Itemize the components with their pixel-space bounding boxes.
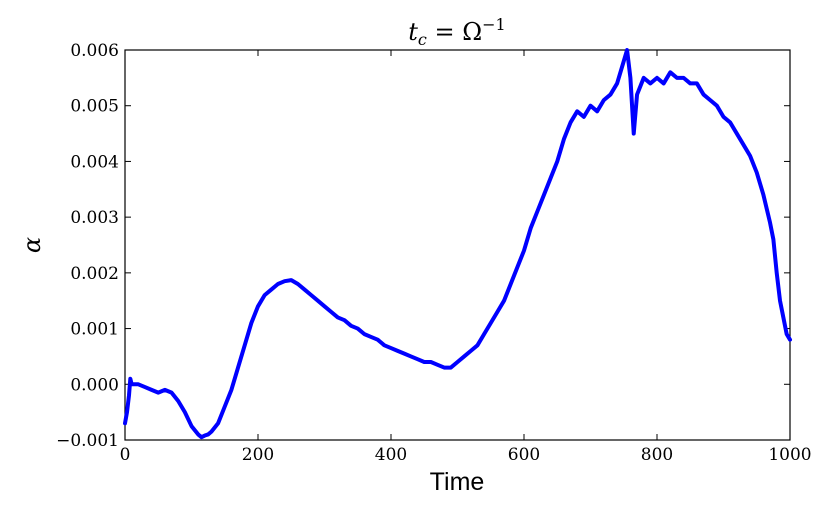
- title-subscript: c: [418, 30, 427, 49]
- y-tick-label: 0.001: [70, 320, 119, 340]
- plot-area: [124, 49, 791, 441]
- x-tick-label: 600: [508, 445, 540, 465]
- y-axis-label: α: [18, 237, 46, 253]
- y-tick-label: 0.003: [70, 208, 119, 228]
- x-tick-label: 0: [120, 445, 131, 465]
- y-tick-label: 0.002: [70, 264, 119, 284]
- x-tick-label: 800: [641, 445, 673, 465]
- x-tick-label: 1000: [768, 445, 811, 465]
- chart-title: tc = Ω−1: [408, 15, 505, 49]
- y-tick-label: 0.000: [70, 375, 119, 395]
- y-axis: −0.001 0.000 0.001 0.002 0.003 0.004 0.005 0.00…: [56, 41, 790, 451]
- title-equals: = Ω: [427, 18, 482, 46]
- series-line: [123, 48, 792, 440]
- x-axis-label: Time: [430, 468, 485, 496]
- title-superscript: −1: [482, 15, 506, 34]
- y-tick-label: 0.004: [70, 152, 119, 172]
- x-tick-label: 200: [242, 445, 274, 465]
- y-tick-label: 0.006: [70, 41, 119, 61]
- x-axis: 0 200 400 600 800 1000: [120, 50, 812, 465]
- x-tick-label: 400: [375, 445, 407, 465]
- y-tick-label: −0.001: [56, 431, 119, 451]
- title-base: t: [408, 18, 418, 46]
- y-tick-label: 0.005: [70, 97, 119, 117]
